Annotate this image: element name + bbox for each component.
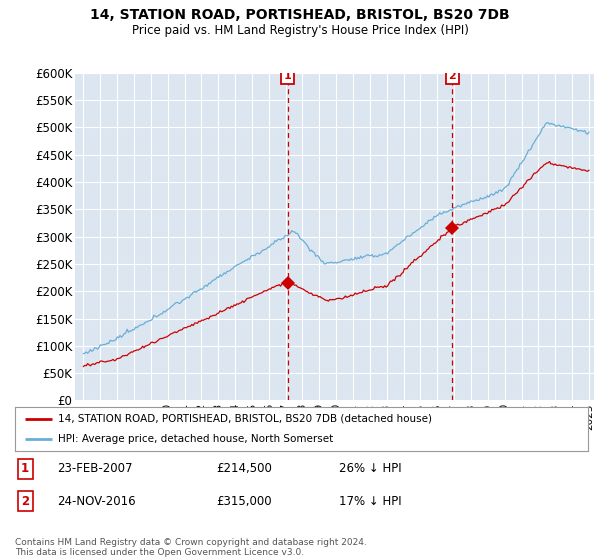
Text: 2: 2 <box>449 71 457 81</box>
Text: £315,000: £315,000 <box>216 494 272 508</box>
Text: 26% ↓ HPI: 26% ↓ HPI <box>339 462 401 475</box>
Text: 2: 2 <box>21 494 29 508</box>
Text: 1: 1 <box>21 462 29 475</box>
Text: 24-NOV-2016: 24-NOV-2016 <box>57 494 136 508</box>
Text: £214,500: £214,500 <box>216 462 272 475</box>
Text: 14, STATION ROAD, PORTISHEAD, BRISTOL, BS20 7DB: 14, STATION ROAD, PORTISHEAD, BRISTOL, B… <box>90 8 510 22</box>
Text: Price paid vs. HM Land Registry's House Price Index (HPI): Price paid vs. HM Land Registry's House … <box>131 24 469 37</box>
Text: 17% ↓ HPI: 17% ↓ HPI <box>339 494 401 508</box>
Text: 14, STATION ROAD, PORTISHEAD, BRISTOL, BS20 7DB (detached house): 14, STATION ROAD, PORTISHEAD, BRISTOL, B… <box>58 414 432 424</box>
Text: 1: 1 <box>284 71 292 81</box>
Text: HPI: Average price, detached house, North Somerset: HPI: Average price, detached house, Nort… <box>58 434 333 444</box>
Text: Contains HM Land Registry data © Crown copyright and database right 2024.
This d: Contains HM Land Registry data © Crown c… <box>15 538 367 557</box>
Text: 23-FEB-2007: 23-FEB-2007 <box>57 462 133 475</box>
